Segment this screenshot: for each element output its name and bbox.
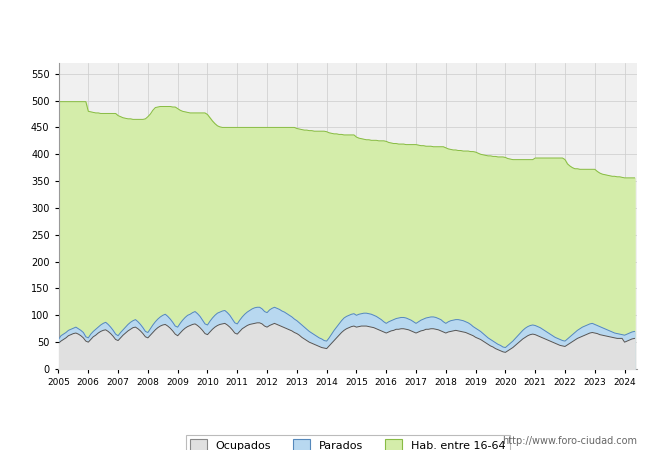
Text: Noceda del Bierzo - Evolucion de la poblacion en edad de Trabajar Mayo de 2024: Noceda del Bierzo - Evolucion de la pobl… bbox=[42, 21, 608, 33]
Text: http://www.foro-ciudad.com: http://www.foro-ciudad.com bbox=[502, 436, 637, 446]
Legend: Ocupados, Parados, Hab. entre 16-64: Ocupados, Parados, Hab. entre 16-64 bbox=[185, 435, 510, 450]
